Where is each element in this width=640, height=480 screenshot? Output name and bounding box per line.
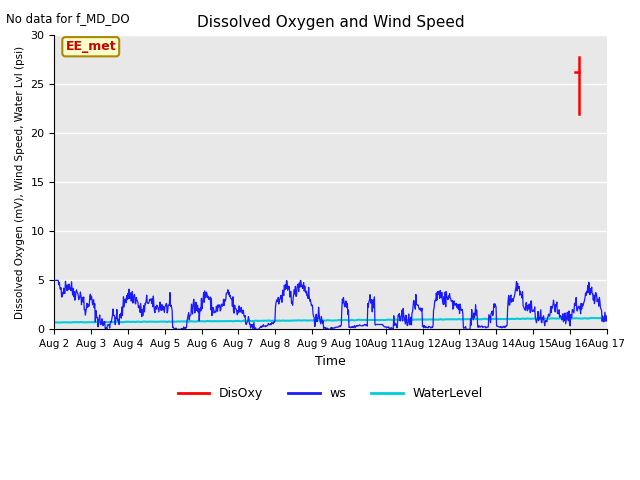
X-axis label: Time: Time [315, 355, 346, 368]
Y-axis label: Dissolved Oxygen (mV), Wind Speed, Water Lvl (psi): Dissolved Oxygen (mV), Wind Speed, Water… [15, 46, 25, 319]
Title: Dissolved Oxygen and Wind Speed: Dissolved Oxygen and Wind Speed [196, 15, 464, 30]
Text: No data for f_MD_DO: No data for f_MD_DO [6, 12, 130, 25]
Text: EE_met: EE_met [65, 40, 116, 53]
Legend: DisOxy, ws, WaterLevel: DisOxy, ws, WaterLevel [173, 383, 488, 406]
